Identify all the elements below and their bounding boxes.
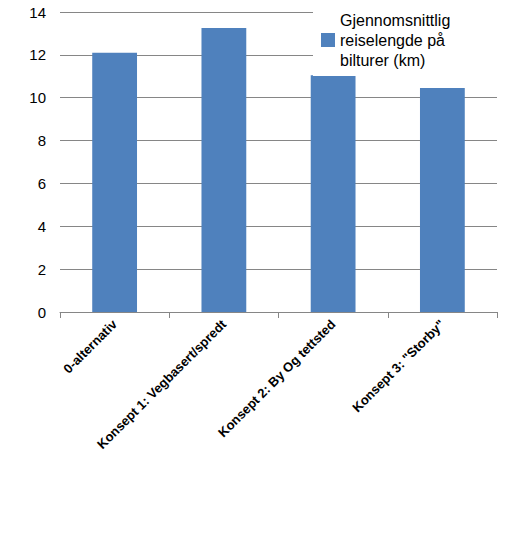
svg-text:Gjennomsnittlig: Gjennomsnittlig xyxy=(340,12,455,29)
svg-text:2: 2 xyxy=(38,261,46,278)
svg-text:Konsept 3: "Storby": Konsept 3: "Storby" xyxy=(349,317,447,415)
svg-text:reiselengde på: reiselengde på xyxy=(340,32,449,49)
svg-text:0: 0 xyxy=(38,304,46,321)
svg-text:0-alternativ: 0-alternativ xyxy=(60,316,120,376)
svg-text:12: 12 xyxy=(29,46,46,63)
svg-text:10: 10 xyxy=(29,89,46,106)
svg-text:Konsept 2: By Og tettsted: Konsept 2: By Og tettsted xyxy=(215,317,338,440)
svg-text:4: 4 xyxy=(38,218,46,235)
svg-text:8: 8 xyxy=(38,132,46,149)
svg-text:6: 6 xyxy=(38,175,46,192)
svg-text:14: 14 xyxy=(29,4,46,21)
svg-text:bilturer (km): bilturer (km) xyxy=(340,52,425,69)
svg-text:Konsept 1: Vegbasert/spredt: Konsept 1: Vegbasert/spredt xyxy=(94,316,230,452)
